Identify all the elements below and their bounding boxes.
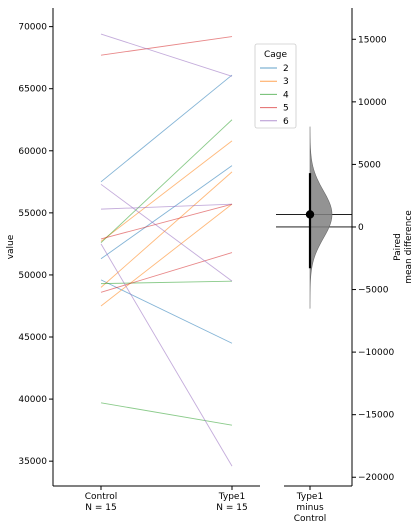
paired-lines xyxy=(100,33,233,467)
legend: Cage 2 3 4 5 6 xyxy=(254,43,297,129)
x-tick-label-line: N = 15 xyxy=(216,503,247,513)
pair-line-cage-4 xyxy=(100,402,233,426)
y-tick-label: 35000 xyxy=(18,457,47,467)
legend-label-cage-5: 5 xyxy=(283,104,289,114)
pair-line-cage-4 xyxy=(100,119,233,243)
delta-y-tick-label: −10000 xyxy=(358,348,394,358)
mean-difference-dot xyxy=(305,210,315,219)
slopegraph-axes: 35000 40000 45000 50000 55000 60000 65000 70000… xyxy=(6,8,260,513)
pair-line-cage-5 xyxy=(100,36,233,56)
x-tick-label-line: N = 15 xyxy=(85,503,116,513)
y-tick-label: 70000 xyxy=(18,23,47,33)
x-tick-label-line: Control xyxy=(85,492,118,502)
delta-y-tick-label: −15000 xyxy=(358,411,394,421)
pair-line-cage-2 xyxy=(100,74,233,183)
legend-label-cage-4: 4 xyxy=(283,90,289,100)
delta-x-tick-label: Type1 minus Control xyxy=(294,492,327,524)
y-tick-label: 65000 xyxy=(18,85,47,95)
legend-label-cage-6: 6 xyxy=(283,117,289,127)
y-tick-label: 50000 xyxy=(18,271,47,281)
pair-line-cage-6 xyxy=(100,33,233,77)
pair-line-cage-2 xyxy=(100,165,233,260)
x-tick-label: Type1 N = 15 xyxy=(216,492,247,513)
delta-y-tick-label: 10000 xyxy=(358,98,387,108)
x-tick-label-line: Type1 xyxy=(218,492,245,502)
legend-box xyxy=(254,43,297,129)
pair-line-cage-5 xyxy=(100,203,233,240)
delta-y-axis-label: Pairedmean difference xyxy=(393,210,414,284)
pair-line-cage-3 xyxy=(100,203,233,307)
pair-line-cage-2 xyxy=(100,279,233,344)
legend-label-cage-3: 3 xyxy=(283,77,289,87)
legend-title: Cage xyxy=(264,50,288,60)
y-tick-label: 55000 xyxy=(18,209,47,219)
delta-x-tick-label-line: Type1 xyxy=(296,492,323,502)
y-tick-label: 45000 xyxy=(18,333,47,343)
x-tick-label: Control N = 15 xyxy=(85,492,118,513)
y-axis-label: value xyxy=(6,234,16,259)
pair-line-cage-3 xyxy=(100,171,233,288)
pair-line-cage-5 xyxy=(100,252,233,293)
delta-y-tick-label: 15000 xyxy=(358,35,387,45)
delta-y-axis-label-line: Paired xyxy=(393,233,403,261)
delta-x-tick-label-line: Control xyxy=(294,514,327,524)
delta-y-tick-label: −20000 xyxy=(358,473,394,483)
delta-y-tick-label: −5000 xyxy=(358,286,389,296)
delta-y-axis-label-line: mean difference xyxy=(404,210,414,284)
slopegraph-panel: 35000 40000 45000 50000 55000 60000 65000 70000… xyxy=(6,8,297,513)
pair-line-cage-4 xyxy=(100,280,233,285)
legend-label-cage-2: 2 xyxy=(283,64,289,74)
delta-y-tick-label: 5000 xyxy=(358,160,381,170)
pair-line-cage-6 xyxy=(100,203,233,210)
y-tick-label: 60000 xyxy=(18,147,47,157)
delta-x-tick-label-line: minus xyxy=(296,503,324,513)
bootstrap-distribution xyxy=(309,126,333,309)
delta-y-tick-label: 0 xyxy=(358,223,364,233)
pair-line-cage-6 xyxy=(100,243,233,467)
delta-panel: −20000 −15000 −10000 −5000 0 5000 10000 15000 Ty… xyxy=(276,8,414,524)
y-tick-label: 40000 xyxy=(18,395,47,405)
pair-line-cage-3 xyxy=(100,140,233,242)
pair-line-cage-6 xyxy=(100,183,233,282)
